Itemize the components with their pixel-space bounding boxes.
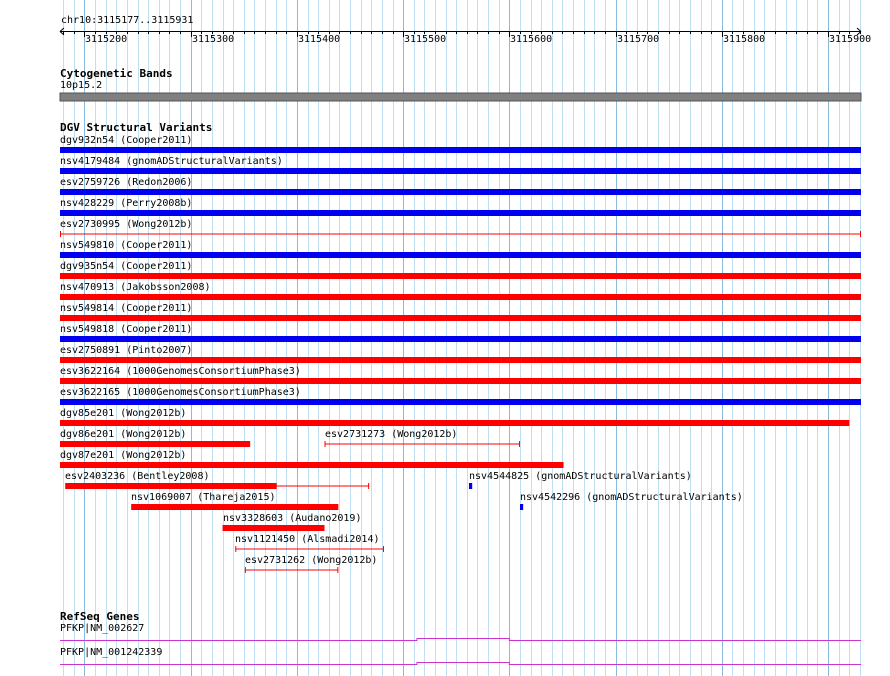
dgv-feature-bar[interactable]	[60, 189, 861, 195]
cytoband-label: 10p15.2	[60, 80, 103, 91]
dgv-feature-label: esv2731273 (Wong2012b)	[325, 429, 458, 440]
ruler-tick-label: 3115700	[617, 34, 660, 45]
dgv-feature-bar[interactable]	[60, 462, 564, 468]
dgv-feature-bar[interactable]	[60, 294, 861, 300]
cytoband-bar[interactable]	[59, 92, 862, 102]
dgv-feature-bar[interactable]	[60, 357, 861, 363]
refseq-gene-model[interactable]	[60, 662, 861, 665]
dgv-feature-label: dgv86e201 (Wong2012b)	[60, 429, 187, 440]
refseq-gene-label: PFKP|NM_002627	[60, 623, 145, 634]
track-title-dgv[interactable]: DGV Structural Variants	[60, 121, 213, 134]
refseq-gene-label: PFKP|NM_001242339	[60, 647, 163, 658]
dgv-feature-label: dgv87e201 (Wong2012b)	[60, 450, 187, 461]
dgv-feature-label: nsv470913 (Jakobsson2008)	[60, 282, 211, 293]
dgv-feature-bar[interactable]	[60, 273, 861, 279]
dgv-feature-label: nsv428229 (Perry2008b)	[60, 198, 193, 209]
track-title-cytoband[interactable]: Cytogenetic Bands	[60, 67, 173, 80]
dgv-feature-label: nsv4179484 (gnomADStructuralVariants)	[60, 156, 283, 167]
track-title-refseq[interactable]: RefSeq Genes	[60, 610, 140, 623]
dgv-feature-bar[interactable]	[60, 336, 861, 342]
dgv-feature-label: dgv85e201 (Wong2012b)	[60, 408, 187, 419]
dgv-feature-bar[interactable]	[222, 525, 325, 531]
dgv-feature-label: dgv932n54 (Cooper2011)	[60, 135, 193, 146]
dgv-feature-label: nsv4544825 (gnomADStructuralVariants)	[469, 471, 692, 482]
dgv-feature-bar[interactable]	[468, 483, 473, 489]
dgv-feature-bar[interactable]	[519, 504, 524, 510]
dgv-feature-label: esv3622164 (1000GenomesConsortiumPhase3)	[60, 366, 301, 377]
dgv-feature-bar[interactable]	[60, 378, 861, 384]
dgv-feature-bar[interactable]	[60, 168, 861, 174]
dgv-feature-label: esv2730995 (Wong2012b)	[60, 219, 193, 230]
dgv-feature-label: dgv935n54 (Cooper2011)	[60, 261, 193, 272]
dgv-feature-label: esv2759726 (Redon2006)	[60, 177, 193, 188]
ruler-left-arrow	[59, 27, 65, 36]
ruler-tick-label: 3115200	[85, 34, 128, 45]
dgv-feature-label: esv2731262 (Wong2012b)	[245, 555, 378, 566]
dgv-feature-bar[interactable]	[131, 504, 339, 510]
dgv-feature-label: nsv3328603 (Audano2019)	[223, 513, 362, 524]
dgv-feature-label: nsv1069007 (Thareja2015)	[131, 492, 276, 503]
ruler-tick-label: 3115500	[404, 34, 447, 45]
ruler-tick-label: 3115600	[510, 34, 553, 45]
ruler-tick-label: 3115900	[829, 34, 872, 45]
dgv-feature-bar[interactable]	[60, 420, 850, 426]
dgv-feature-bar[interactable]	[60, 210, 861, 216]
dgv-feature-bar[interactable]	[60, 147, 861, 153]
dgv-feature-label: esv3622165 (1000GenomesConsortiumPhase3)	[60, 387, 301, 398]
dgv-feature-bar[interactable]	[60, 399, 861, 405]
dgv-feature-bar[interactable]	[65, 483, 277, 489]
dgv-feature-label: esv2403236 (Bentley2008)	[65, 471, 210, 482]
refseq-gene-model[interactable]	[60, 638, 861, 641]
dgv-feature-label: nsv549814 (Cooper2011)	[60, 303, 193, 314]
dgv-feature-label: nsv1121450 (Alsmadi2014)	[235, 534, 380, 545]
ruler-tick-label: 3115400	[298, 34, 341, 45]
ruler-location: chr10:3115177..3115931	[61, 15, 194, 26]
dgv-feature-label: nsv549818 (Cooper2011)	[60, 324, 193, 335]
dgv-feature-bar[interactable]	[60, 315, 861, 321]
dgv-feature-bar[interactable]	[60, 441, 251, 447]
dgv-feature-label: nsv549810 (Cooper2011)	[60, 240, 193, 251]
dgv-feature-bar[interactable]	[60, 252, 861, 258]
ruler-tick-label: 3115300	[192, 34, 235, 45]
dgv-feature-label: nsv4542296 (gnomADStructuralVariants)	[520, 492, 743, 503]
dgv-feature-label: esv2750891 (Pinto2007)	[60, 345, 193, 356]
ruler-tick-label: 3115800	[723, 34, 766, 45]
